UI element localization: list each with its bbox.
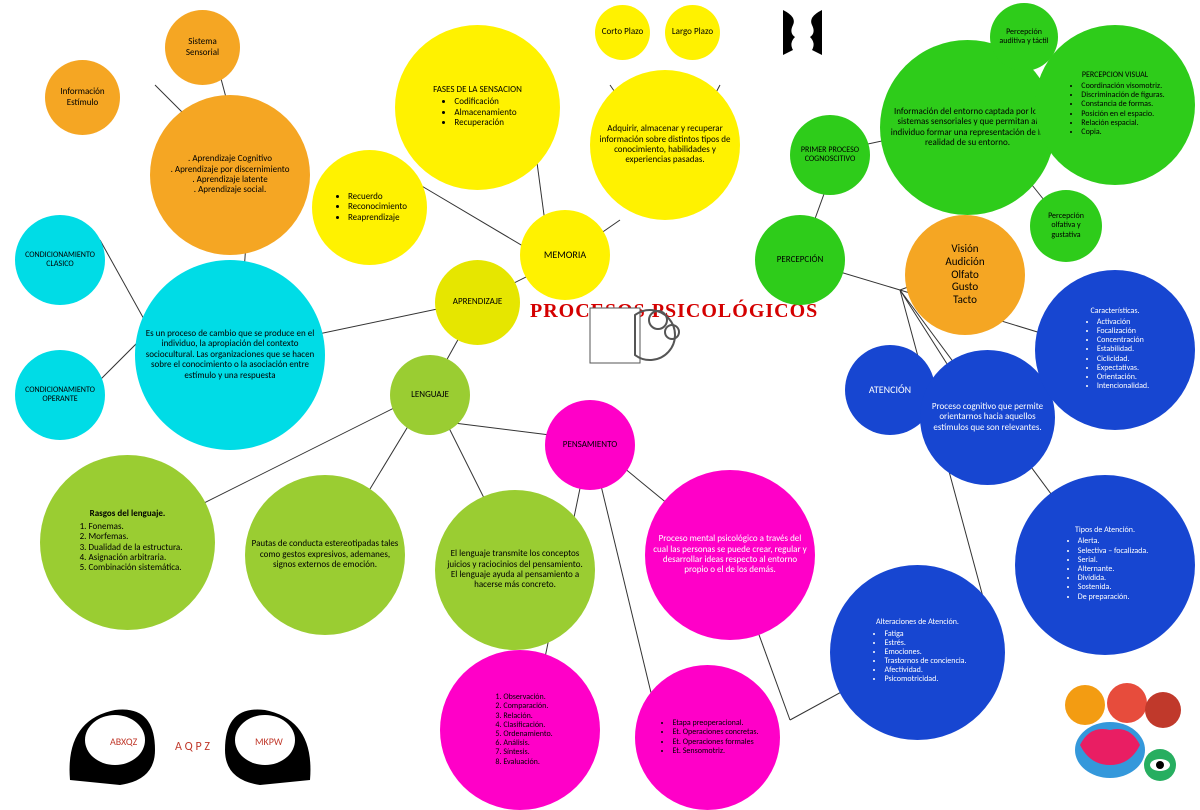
node-adquirir: Adquirir, almacenar y recuperar informac… xyxy=(590,70,740,220)
node-observacion: Observación.Comparación.Relación.Clasifi… xyxy=(440,650,600,810)
node-pensamiento: PENSAMIENTO xyxy=(545,400,635,490)
node-etapas: Etapa preoperacional.Et. Operaciones con… xyxy=(635,665,780,810)
node-recuerdo: RecuerdoReconocimientoReaprendizaje xyxy=(312,150,427,265)
node-sistema-sensorial: Sistema Sensorial xyxy=(165,10,240,85)
node-primer-proceso: PRIMER PROCESO COGNOSCITIVO xyxy=(790,115,870,195)
node-corto-plazo: Corto Plazo xyxy=(595,5,650,60)
node-memoria: MEMORIA xyxy=(520,210,610,300)
node-perc-olfativa: Percepción olfativa y gustativa xyxy=(1030,190,1102,262)
node-atencion-desc: Proceso cognitivo que permite orientarno… xyxy=(920,350,1055,485)
node-tipos-atencion: Tipos de Atención.Alerta.Selectiva – foc… xyxy=(1015,475,1195,655)
node-informacion-estimulo: Información Estímulo xyxy=(45,60,120,135)
node-percepcion: PERCEPCIÓN xyxy=(755,215,845,305)
five-senses-icon xyxy=(1055,675,1185,795)
svg-text:A Q P Z: A Q P Z xyxy=(175,740,210,754)
node-rasgos-lenguaje: Rasgos del lenguaje.Fonemas.Morfemas.Dua… xyxy=(40,455,215,630)
node-proceso-mental: Proceso mental psicológico a través del … xyxy=(645,470,815,640)
node-cond-operante: CONDICIONAMIENTO OPERANTE xyxy=(15,350,105,440)
faces-vase-icon xyxy=(775,5,830,65)
svg-text:MKPW: MKPW xyxy=(255,735,283,748)
node-aprendizaje-desc: Es un proceso de cambio que se produce e… xyxy=(135,260,325,450)
talking-heads-icon: ABXQZ MKPW A Q P Z xyxy=(60,670,320,795)
node-alteraciones: Alteraciones de Atención.FatigaEstrés.Em… xyxy=(830,565,1005,740)
node-aprendizaje: APRENDIZAJE xyxy=(435,260,520,345)
node-sentidos: VisiónAudiciónOlfatoGustoTacto xyxy=(905,215,1025,335)
node-caracteristicas: Características.ActivaciónFocalizaciónCo… xyxy=(1035,270,1195,430)
svg-text:ABXQZ: ABXQZ xyxy=(110,735,138,748)
node-fases-sensacion: FASES DE LA SENSACIONCodificaciónAlmacen… xyxy=(395,25,560,190)
node-aprendizajes: . Aprendizaje Cognitivo. Aprendizaje por… xyxy=(150,95,310,255)
node-pautas: Pautas de conducta estereotipadas tales … xyxy=(245,475,405,635)
node-perc-visual: PERCEPCION VISUALCoordinación visomotriz… xyxy=(1035,25,1195,185)
node-lenguaje: LENGUAJE xyxy=(390,355,470,435)
brain-gears-icon xyxy=(560,290,690,380)
node-lenguaje-transmite: El lenguaje transmite los conceptos juic… xyxy=(435,490,595,650)
node-cond-clasico: CONDICIONAMIENTO CLASICO xyxy=(15,215,105,305)
node-largo-plazo: Largo Plazo xyxy=(665,5,720,60)
